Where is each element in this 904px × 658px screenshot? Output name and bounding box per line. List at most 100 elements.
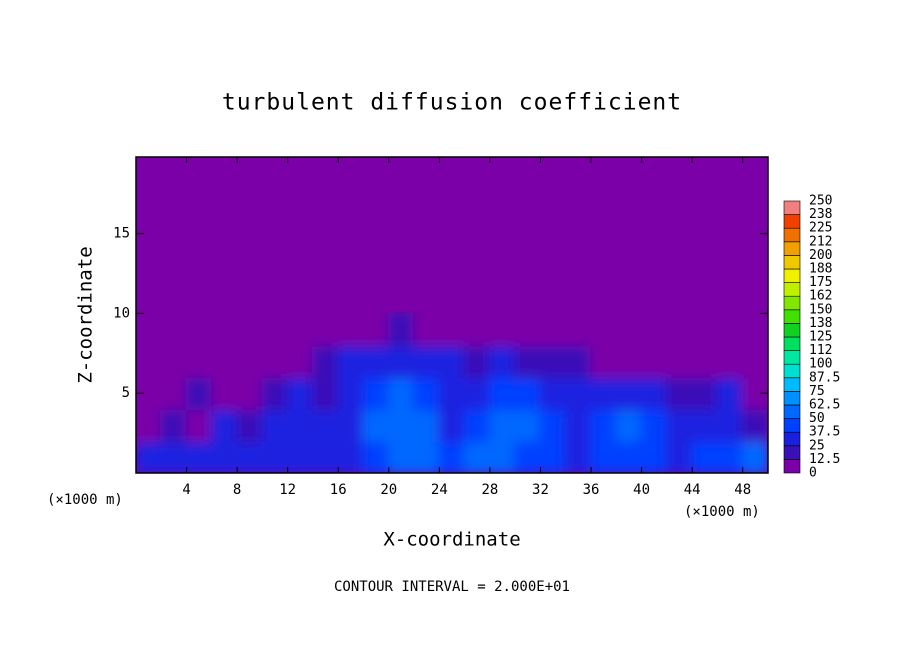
- field-cell: [362, 440, 390, 473]
- field-cell: [488, 312, 517, 347]
- colorbar-swatch: [783, 214, 801, 229]
- y-unit: (×1000 m): [47, 492, 123, 508]
- colorbar-swatch: [783, 363, 801, 379]
- x-tick-label: 40: [633, 482, 650, 498]
- field-cell: [362, 312, 390, 347]
- colorbar-swatch: [783, 350, 801, 365]
- field-cell: [210, 440, 239, 473]
- field-cell: [286, 408, 314, 443]
- colorbar-label: 37.5: [809, 425, 840, 440]
- colorbar-swatch: [783, 336, 801, 351]
- field-cell: [337, 376, 365, 411]
- colorbar-label: 150: [809, 302, 832, 317]
- field-cell: [539, 344, 567, 379]
- field-cell: [261, 408, 289, 443]
- colorbar-swatch: [783, 445, 801, 460]
- field-cell: [337, 344, 365, 379]
- field-cell: [716, 344, 744, 379]
- chart-title: turbulent diffusion coefficient: [222, 90, 682, 116]
- field-cell: [311, 408, 340, 443]
- field-cell: [362, 344, 390, 379]
- field-cell: [665, 312, 694, 347]
- x-tick-label: 48: [734, 482, 751, 498]
- colorbar-label: 188: [809, 262, 832, 277]
- field-cell: [438, 408, 466, 443]
- field-cell: [136, 440, 163, 473]
- field-cells: [136, 312, 768, 473]
- field-cell: [615, 440, 643, 473]
- field-cell: [514, 312, 542, 347]
- colorbar-swatch: [783, 323, 801, 338]
- field-cell: [741, 344, 768, 379]
- field-cell: [691, 344, 719, 379]
- colorbar-label: 175: [809, 275, 832, 290]
- field-cell: [136, 312, 163, 347]
- field-cell: [590, 408, 618, 443]
- field-cell: [160, 376, 188, 411]
- x-unit: (×1000 m): [684, 504, 760, 520]
- colorbar-swatch: [783, 431, 801, 447]
- field-cell: [210, 344, 239, 379]
- x-tick-label: 32: [532, 482, 549, 498]
- x-tick-label: 4: [182, 482, 190, 498]
- field-cell: [236, 376, 264, 411]
- field-cell: [665, 408, 694, 443]
- field-cell: [261, 440, 289, 473]
- field: [136, 157, 768, 473]
- colorbar-label: 125: [809, 330, 832, 345]
- colorbar-label: 138: [809, 316, 832, 331]
- field-cell: [337, 440, 365, 473]
- field-cell: [488, 408, 517, 443]
- field-cell: [716, 440, 744, 473]
- x-tick-label: 20: [380, 482, 397, 498]
- colorbar-label: 62.5: [809, 398, 840, 413]
- field-cell: [615, 344, 643, 379]
- field-cell: [564, 376, 593, 411]
- field-cell: [741, 440, 768, 473]
- field-cell: [488, 440, 517, 473]
- field-cell: [311, 376, 340, 411]
- field-cell: [185, 440, 213, 473]
- colorbar-swatch: [783, 200, 801, 215]
- field-cell: [691, 408, 719, 443]
- field-cell: [691, 440, 719, 473]
- field-cell: [438, 312, 466, 347]
- field-cell: [236, 440, 264, 473]
- field-cell: [741, 408, 768, 443]
- colorbar-swatch: [783, 459, 801, 474]
- field-cell: [311, 312, 340, 347]
- field-cell: [539, 440, 567, 473]
- field-cell: [640, 408, 668, 443]
- colorbar-swatch: [783, 282, 801, 297]
- footer: CONTOUR INTERVAL = 2.000E+01: [334, 579, 570, 595]
- field-cell: [590, 376, 618, 411]
- field-cell: [691, 312, 719, 347]
- field-cell: [564, 312, 593, 347]
- field-cell: [261, 376, 289, 411]
- x-tick-label: 12: [279, 482, 296, 498]
- x-axis-label: X-coordinate: [383, 529, 520, 551]
- field-cell: [564, 344, 593, 379]
- field-cell: [413, 408, 441, 443]
- colorbar-label: 0: [809, 466, 817, 481]
- colorbar-label: 75: [809, 384, 825, 399]
- field-cell: [514, 440, 542, 473]
- field-cell: [136, 408, 163, 443]
- field-cell: [640, 312, 668, 347]
- field-cell: [716, 376, 744, 411]
- field-cell: [488, 376, 517, 411]
- colorbar-label: 12.5: [809, 452, 840, 467]
- field-cell: [413, 344, 441, 379]
- field-cell: [438, 440, 466, 473]
- field-cell: [185, 376, 213, 411]
- y-tick-label: 15: [113, 226, 130, 242]
- field-cell: [514, 376, 542, 411]
- colorbar-label: 238: [809, 207, 832, 222]
- x-tick-label: 8: [233, 482, 241, 498]
- field-cell: [463, 312, 491, 347]
- field-cell: [564, 408, 593, 443]
- field-cell: [185, 344, 213, 379]
- field-cell: [261, 312, 289, 347]
- colorbar-swatch: [783, 309, 801, 324]
